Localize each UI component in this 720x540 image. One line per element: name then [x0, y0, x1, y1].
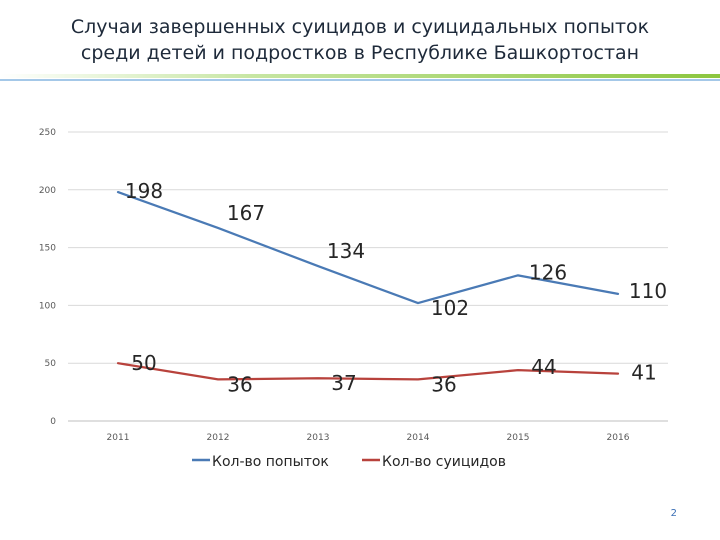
series-line-suicides: [116, 362, 620, 381]
data-label: 198: [125, 179, 163, 203]
y-tick-label: 200: [39, 186, 56, 196]
chart-title: Случаи завершенных суицидов и суицидальн…: [0, 14, 720, 66]
data-label: 50: [131, 351, 156, 375]
chart-title-line-1: Случаи завершенных суицидов и суицидальн…: [70, 16, 650, 38]
y-tick-label: 0: [50, 417, 56, 427]
legend-label: Кол-во попыток: [212, 454, 329, 470]
series-line-attempts: [116, 190, 620, 305]
title-decoration-bar: [0, 74, 720, 81]
x-tick-label: 2016: [607, 433, 630, 443]
legend-label: Кол-во суицидов: [382, 454, 506, 470]
x-tick-label: 2012: [207, 433, 230, 443]
data-label: 37: [331, 371, 356, 395]
y-tick-label: 250: [39, 128, 56, 138]
data-label: 36: [227, 372, 252, 396]
data-label: 41: [631, 361, 656, 385]
page-number: 2: [670, 508, 677, 519]
data-label: 134: [327, 239, 365, 263]
x-tick-label: 2014: [407, 433, 430, 443]
chart-title-line-2: среди детей и подростков в Республике Ба…: [80, 42, 640, 64]
data-label: 126: [529, 260, 567, 284]
x-tick-label: 2013: [307, 433, 330, 443]
y-tick-label: 50: [45, 359, 57, 369]
x-tick-label: 2011: [107, 433, 130, 443]
y-tick-label: 100: [39, 301, 56, 311]
data-label: 102: [431, 296, 469, 320]
y-tick-label: 150: [39, 244, 56, 254]
data-label: 36: [431, 372, 456, 396]
data-label: 44: [531, 355, 556, 379]
x-tick-label: 2015: [507, 433, 530, 443]
data-label: 167: [227, 201, 265, 225]
data-label: 110: [629, 279, 667, 303]
